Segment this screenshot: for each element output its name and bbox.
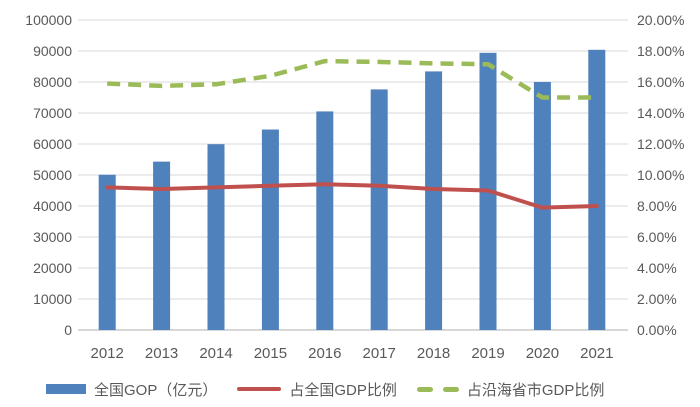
- right-axis-tick-label: 6.00%: [637, 229, 677, 245]
- x-axis-label: 2014: [199, 345, 232, 362]
- left-axis-tick-label: 60000: [33, 136, 72, 152]
- gop-bar: [207, 144, 225, 330]
- gop-bar: [316, 111, 334, 330]
- x-axis-label: 2013: [145, 345, 178, 362]
- national-gdp-share-line: [105, 182, 599, 210]
- left-axis-tick-label: 80000: [33, 74, 72, 90]
- x-axis-label: 2020: [526, 345, 559, 362]
- left-axis-tick-label: 50000: [33, 167, 72, 183]
- right-axis-tick-label: 16.00%: [637, 74, 684, 90]
- dashed-line-swatch-icon: [416, 386, 459, 392]
- right-axis-tick-label: 4.00%: [637, 260, 677, 276]
- bar-series-swatch-icon: [46, 384, 86, 394]
- left-axis-tick-label: 90000: [33, 43, 72, 59]
- right-axis-tick-label: 8.00%: [637, 198, 677, 214]
- right-axis-tick-label: 0.00%: [637, 322, 677, 338]
- legend-label-coastal-share: 占沿海省市GDP比例: [466, 381, 605, 399]
- left-axis-tick-label: 30000: [33, 229, 72, 245]
- gop-bar: [98, 174, 116, 330]
- left-axis-tick-label: 20000: [33, 260, 72, 276]
- gop-bar: [370, 89, 388, 330]
- legend-label-gop: 全国GOP（亿元）: [94, 381, 218, 399]
- legend-item-coastal-share: 占沿海省市GDP比例: [416, 379, 605, 400]
- right-axis-tick-label: 20.00%: [637, 12, 684, 28]
- x-axis-label: 2021: [580, 345, 613, 362]
- legend: 全国GOP（亿元） 占全国GDP比例 占沿海省市GDP比例: [0, 377, 700, 401]
- x-axis-label: 2019: [471, 345, 504, 362]
- legend-label-national-share: 占全国GDP比例: [289, 381, 397, 399]
- x-axis-label: 2018: [417, 345, 450, 362]
- gop-bar: [588, 49, 606, 331]
- right-axis-tick-label: 10.00%: [637, 167, 684, 183]
- gop-bar: [153, 161, 171, 330]
- coastal-gdp-share-line: [107, 58, 597, 100]
- legend-item-national-share: 占全国GDP比例: [237, 379, 397, 400]
- left-axis-tick-label: 40000: [33, 198, 72, 214]
- left-axis-tick-label: 0: [64, 322, 72, 338]
- gop-bar: [261, 129, 279, 330]
- legend-item-gop: 全国GOP（亿元）: [46, 379, 217, 400]
- solid-line-swatch-icon: [237, 387, 282, 391]
- x-axis-label: 2017: [363, 345, 396, 362]
- right-axis-tick-label: 18.00%: [637, 43, 684, 59]
- x-axis-label: 2012: [91, 345, 124, 362]
- left-axis-tick-label: 70000: [33, 105, 72, 121]
- right-axis-tick-label: 12.00%: [637, 136, 684, 152]
- right-axis-tick-label: 14.00%: [637, 105, 684, 121]
- x-axis-label: 2015: [254, 345, 287, 362]
- right-axis-tick-label: 2.00%: [637, 291, 677, 307]
- x-axis-label: 2016: [308, 345, 341, 362]
- left-axis-tick-label: 10000: [33, 291, 72, 307]
- gop-bar: [425, 71, 443, 330]
- left-axis-tick-label: 100000: [25, 12, 72, 28]
